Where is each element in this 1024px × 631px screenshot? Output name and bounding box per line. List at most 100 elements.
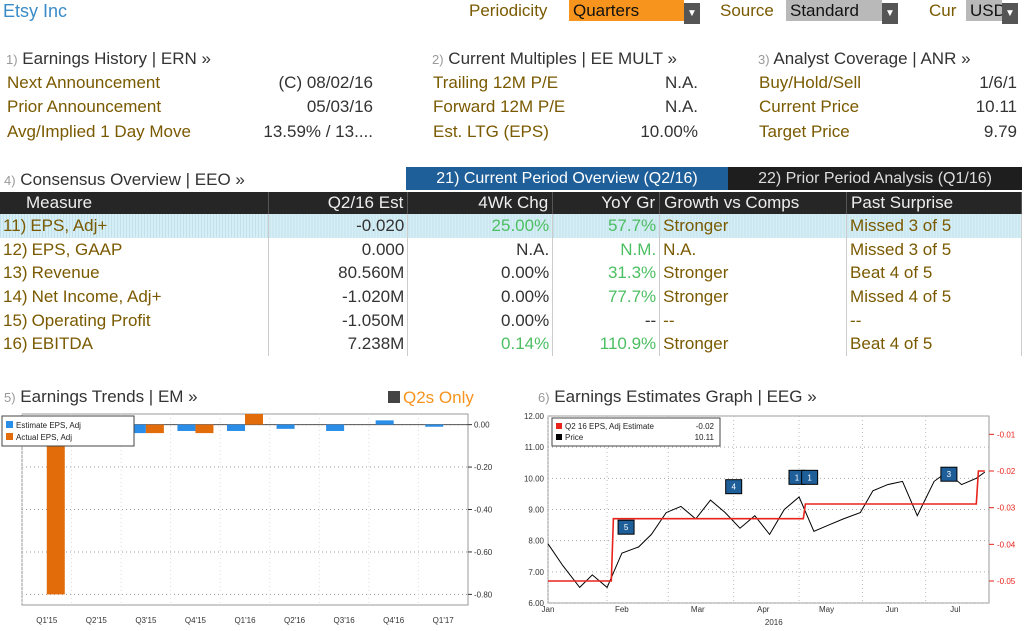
earnings-marker <box>725 479 743 495</box>
col-header-measure[interactable]: Measure <box>0 192 270 214</box>
x-tick-label: Q1'16 <box>234 616 256 625</box>
cell-est: 7.238M <box>268 332 409 357</box>
bar-estimate <box>375 420 394 425</box>
current-multiples-link[interactable]: 2) Current Multiples | EE MULT » <box>432 49 677 69</box>
x-tick-label: Jul <box>950 605 960 614</box>
col-header-4wk-chg[interactable]: 4Wk Chg <box>407 192 554 214</box>
analyst-coverage-link[interactable]: 3) Analyst Coverage | ANR » <box>758 49 971 69</box>
legend-label: Estimate EPS, Adj <box>16 421 81 430</box>
x-tick-label: Q3'16 <box>334 616 356 625</box>
y-tick-label-left: 8.00 <box>528 537 544 546</box>
col-header-surprise[interactable]: Past Surprise <box>846 192 1022 214</box>
row-index: 12) <box>3 239 28 259</box>
chevron-down-icon: ▼ <box>1002 3 1018 24</box>
tab-prior-period[interactable]: 22) Prior Period Analysis (Q1/16) <box>728 167 1022 190</box>
cell-yoy: 57.7% <box>552 214 661 238</box>
earnings-marker <box>801 469 819 485</box>
y-tick-label-right: -0.05 <box>997 577 1016 586</box>
y-tick-label-right: -0.04 <box>997 540 1016 549</box>
cell-est: -1.020M <box>268 285 409 309</box>
trailing-pe-label: Trailing 12M P/E <box>433 73 559 92</box>
table-header: Measure Q2/16 Est 4Wk Chg YoY Gr Growth … <box>0 192 1022 214</box>
col-header-growth[interactable]: Growth vs Comps <box>659 192 848 214</box>
source-select[interactable]: Standard ▼ <box>786 0 898 24</box>
current-price-label: Current Price <box>759 97 860 116</box>
avg-move-label: Avg/Implied 1 Day Move <box>7 122 191 141</box>
cell-measure: 16) EBITDA <box>0 332 270 357</box>
col-header-est[interactable]: Q2/16 Est <box>268 192 409 214</box>
y-tick-label: -0.80 <box>474 590 493 599</box>
table-row[interactable]: 16) EBITDA 7.238M 0.14% 110.9% Stronger Beat 4… <box>0 332 1022 357</box>
bar-estimate <box>425 424 444 427</box>
earnings-marker <box>940 466 958 482</box>
target-price-value: 9.79 <box>983 122 1017 141</box>
row-index: 14) <box>3 286 28 306</box>
row-index: 15) <box>3 310 28 330</box>
cell-4wk-chg: N.A. <box>407 237 554 262</box>
periodicity-value: Quarters <box>569 0 684 21</box>
prior-announcement-value: 05/03/16 <box>306 97 373 116</box>
table-row[interactable]: 12) EPS, GAAP 0.000 N.A. N.M. N.A. Missed 3 of… <box>0 237 1022 262</box>
y-tick-label-right: -0.03 <box>997 504 1016 513</box>
measure-label: EPS, Adj+ <box>30 215 108 235</box>
earnings-trends-link[interactable]: 5) Earnings Trends | EM » <box>4 387 198 407</box>
cell-surprise: Missed 4 of 5 <box>846 285 1022 309</box>
cell-growth: Stronger <box>659 214 848 238</box>
x-tick-label: May <box>819 605 834 614</box>
earnings-history-link[interactable]: 1) Earnings History | ERN » <box>6 49 211 69</box>
periodicity-select[interactable]: Quarters ▼ <box>569 0 700 24</box>
earnings-estimates-graph-link[interactable]: 6) Earnings Estimates Graph | EEG » <box>538 387 817 407</box>
earnings-marker <box>617 519 635 535</box>
x-tick-label: Q1'17 <box>433 616 455 625</box>
y-tick-label-left: 12.00 <box>524 412 545 421</box>
current-multiples-title: Current Multiples | EE MULT » <box>448 49 677 68</box>
y-tick-label: -0.60 <box>474 548 493 557</box>
x-tick-label: Q1'15 <box>36 616 58 625</box>
cell-growth: N.A. <box>659 237 848 262</box>
avg-move-value: 13.59% / 13.... <box>263 122 373 141</box>
chevron-down-icon: ▼ <box>882 3 898 24</box>
earnings-trends-title: Earnings Trends | EM » <box>20 387 198 406</box>
row-index: 16) <box>3 334 28 354</box>
y-tick-label: -0.40 <box>474 506 493 515</box>
cell-measure: 15) Operating Profit <box>0 308 270 333</box>
legend-swatch <box>556 434 562 440</box>
earnings-marker-label: 1 <box>807 473 812 482</box>
x-tick-label: Q3'15 <box>135 616 157 625</box>
cell-surprise: Missed 3 of 5 <box>846 214 1022 238</box>
source-value: Standard <box>786 0 882 21</box>
price-line <box>547 471 986 589</box>
cell-growth: Stronger <box>659 261 848 286</box>
currency-label: Cur <box>929 1 957 20</box>
x-tick-label: Feb <box>615 605 629 614</box>
q2s-only-toggle[interactable]: Q2s Only <box>388 388 474 408</box>
cell-4wk-chg: 25.00% <box>407 214 554 238</box>
x-year-label: 2016 <box>765 618 783 627</box>
target-price-label: Target Price <box>759 122 850 141</box>
tab-current-period[interactable]: 21) Current Period Overview (Q2/16) <box>406 167 728 190</box>
forward-pe-label: Forward 12M P/E <box>433 97 566 116</box>
y-tick-label-left: 9.00 <box>528 506 544 515</box>
table-row[interactable]: 15) Operating Profit -1.050M 0.00% -- -- -- <box>0 308 1022 333</box>
bar-estimate <box>326 424 345 431</box>
est-ltg-label: Est. LTG (EPS) <box>433 122 549 141</box>
consensus-overview-link[interactable]: 4) Consensus Overview | EEO » <box>4 170 245 190</box>
next-announcement-label: Next Announcement <box>7 73 161 92</box>
cell-measure: 13) Revenue <box>0 261 270 286</box>
table-row[interactable]: 11) EPS, Adj+ -0.020 25.00% 57.7% Stronger Mis… <box>0 214 1022 238</box>
legend-value: -0.02 <box>696 422 715 431</box>
table-row[interactable]: 14) Net Income, Adj+ -1.020M 0.00% 77.7% Stro… <box>0 285 1022 309</box>
bar-actual <box>46 424 65 595</box>
measure-label: EBITDA <box>31 334 93 354</box>
table-row[interactable]: 13) Revenue 80.560M 0.00% 31.3% Stronger Beat … <box>0 261 1022 286</box>
bar-estimate <box>177 424 196 431</box>
cell-growth: -- <box>659 308 848 333</box>
x-tick-label: Apr <box>757 605 770 614</box>
bar-actual <box>195 424 214 434</box>
currency-select[interactable]: USD▼ <box>966 0 1018 24</box>
col-header-yoy[interactable]: YoY Gr <box>552 192 661 214</box>
earnings-marker-label: 1 <box>795 473 800 482</box>
checkbox-icon <box>388 391 400 403</box>
current-price-value: 10.11 <box>975 97 1017 116</box>
cell-yoy: 77.7% <box>552 285 661 309</box>
